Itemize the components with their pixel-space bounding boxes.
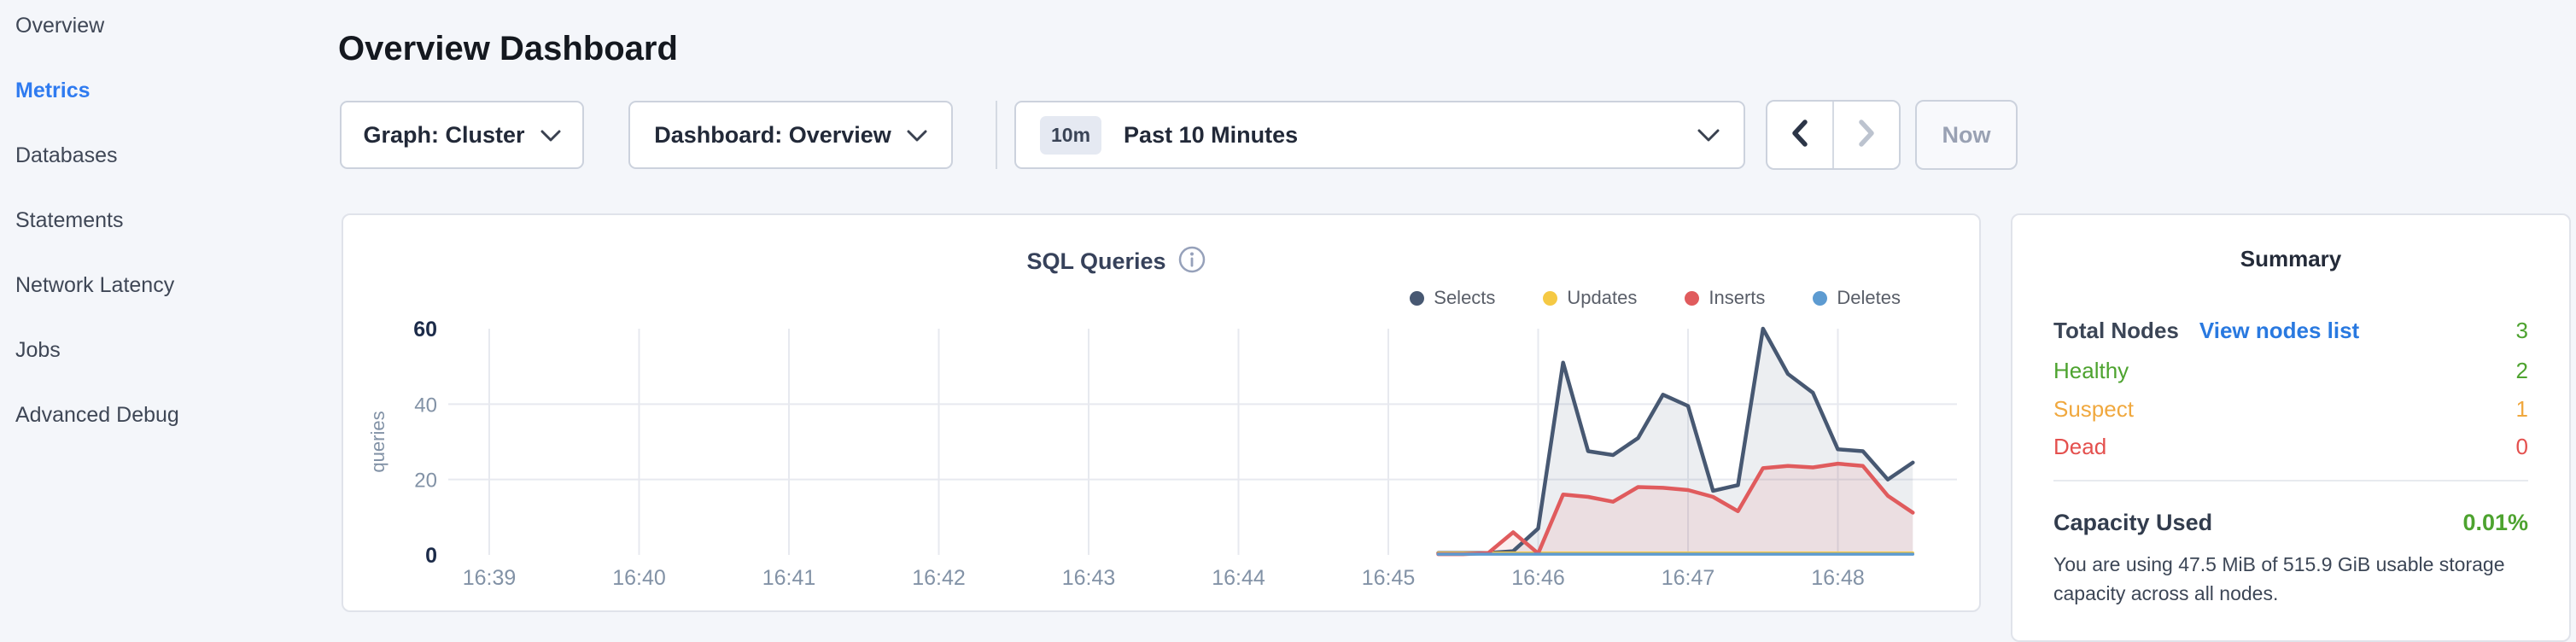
legend-dot-inserts bbox=[1685, 290, 1700, 306]
chevron-right-icon bbox=[1857, 119, 1876, 151]
page-title: Overview Dashboard bbox=[338, 29, 678, 67]
time-window-arrows bbox=[1766, 100, 1901, 170]
svg-text:0: 0 bbox=[425, 544, 437, 568]
capacity-label: Capacity Used bbox=[2053, 510, 2213, 535]
sidebar-item-statements[interactable]: Statements bbox=[15, 208, 124, 232]
sql-queries-chart: 16:39 16:40 16:41 16:42 16:43 16:44 16:45 16:46… bbox=[367, 318, 1957, 590]
sidebar-item-advanced-debug[interactable]: Advanced Debug bbox=[15, 403, 179, 427]
svg-text:40: 40 bbox=[414, 394, 437, 417]
legend-label: Inserts bbox=[1709, 287, 1766, 308]
capacity-description: You are using 47.5 MiB of 515.9 GiB usab… bbox=[2053, 553, 2505, 604]
chevron-down-icon bbox=[540, 122, 561, 149]
legend-item-updates[interactable]: Updates bbox=[1543, 287, 1637, 309]
now-button-label: Now bbox=[1942, 121, 1991, 148]
now-button[interactable]: Now bbox=[1915, 100, 2018, 170]
time-range-badge: 10m bbox=[1040, 115, 1102, 155]
sidebar-item-overview[interactable]: Overview bbox=[15, 14, 105, 38]
capacity-value: 0.01% bbox=[2462, 510, 2528, 535]
summary-row-value: 3 bbox=[2515, 318, 2528, 343]
summary-panel: Summary Total Nodes View nodes list 3 Healt… bbox=[2011, 213, 2571, 642]
info-icon[interactable] bbox=[1178, 246, 1206, 277]
legend-dot-updates bbox=[1543, 290, 1558, 306]
time-range-dropdown[interactable]: 10m Past 10 Minutes bbox=[1014, 101, 1745, 169]
legend-item-deletes[interactable]: Deletes bbox=[1813, 287, 1901, 309]
sidebar-item-databases[interactable]: Databases bbox=[15, 143, 118, 167]
summary-row-label: Suspect bbox=[2053, 396, 2134, 422]
summary-row-total-nodes: Total Nodes View nodes list 3 bbox=[2053, 318, 2528, 344]
svg-text:20: 20 bbox=[414, 470, 437, 493]
time-range-label: Past 10 Minutes bbox=[1124, 121, 1299, 148]
summary-row-dead: Dead 0 bbox=[2053, 434, 2528, 460]
svg-text:16:48: 16:48 bbox=[1811, 566, 1865, 590]
svg-text:16:40: 16:40 bbox=[612, 566, 666, 590]
summary-row-value: 1 bbox=[2515, 396, 2528, 422]
svg-text:60: 60 bbox=[413, 318, 437, 341]
sidebar: Overview Metrics Databases Statements Networ… bbox=[0, 0, 335, 623]
svg-text:16:39: 16:39 bbox=[463, 566, 517, 590]
capacity-row: Capacity Used 0.01% bbox=[2053, 510, 2528, 536]
graph-scope-dropdown-label: Graph: Cluster bbox=[363, 121, 525, 148]
chart-title: SQL Queries bbox=[1026, 248, 1166, 274]
summary-row-healthy: Healthy 2 bbox=[2053, 358, 2528, 384]
summary-row-label: Dead bbox=[2053, 434, 2107, 459]
legend-label: Updates bbox=[1567, 287, 1638, 308]
legend-label: Deletes bbox=[1837, 287, 1901, 308]
legend-label: Selects bbox=[1434, 287, 1496, 308]
time-forward-button[interactable] bbox=[1832, 102, 1899, 168]
chevron-down-icon bbox=[907, 122, 927, 149]
svg-text:16:43: 16:43 bbox=[1062, 566, 1116, 590]
legend-item-inserts[interactable]: Inserts bbox=[1685, 287, 1765, 309]
svg-text:16:45: 16:45 bbox=[1362, 566, 1416, 590]
sidebar-item-jobs[interactable]: Jobs bbox=[15, 338, 61, 362]
time-back-button[interactable] bbox=[1767, 102, 1832, 168]
sql-queries-card: SQL Queries Selects Updates Inserts Deletes… bbox=[342, 213, 1981, 612]
sidebar-item-metrics[interactable]: Metrics bbox=[15, 79, 91, 102]
sidebar-item-network-latency[interactable]: Network Latency bbox=[15, 273, 175, 297]
legend-item-selects[interactable]: Selects bbox=[1410, 287, 1495, 309]
summary-divider bbox=[2053, 480, 2528, 482]
chart-title-row: SQL Queries bbox=[343, 246, 1889, 277]
legend-dot-deletes bbox=[1813, 290, 1828, 306]
summary-row-label: Total Nodes bbox=[2053, 318, 2179, 343]
svg-text:16:44: 16:44 bbox=[1212, 566, 1265, 590]
graph-scope-dropdown[interactable]: Graph: Cluster bbox=[340, 101, 584, 169]
dashboard-dropdown[interactable]: Dashboard: Overview bbox=[628, 101, 953, 169]
svg-text:16:47: 16:47 bbox=[1662, 566, 1715, 590]
summary-row-value: 0 bbox=[2515, 434, 2528, 459]
svg-text:16:41: 16:41 bbox=[762, 566, 816, 590]
chevron-down-icon bbox=[1697, 122, 1720, 149]
svg-text:16:46: 16:46 bbox=[1511, 566, 1565, 590]
summary-row-label: Healthy bbox=[2053, 358, 2129, 383]
toolbar-divider bbox=[996, 101, 997, 169]
summary-title: Summary bbox=[2240, 246, 2342, 271]
summary-row-value: 2 bbox=[2515, 358, 2528, 383]
chart-legend: Selects Updates Inserts Deletes bbox=[1410, 287, 1901, 309]
dashboard-dropdown-label: Dashboard: Overview bbox=[654, 121, 891, 148]
svg-text:16:42: 16:42 bbox=[912, 566, 966, 590]
svg-text:queries: queries bbox=[367, 411, 388, 472]
legend-dot-selects bbox=[1410, 290, 1425, 306]
chevron-left-icon bbox=[1790, 119, 1809, 151]
summary-row-suspect: Suspect 1 bbox=[2053, 396, 2528, 423]
view-nodes-list-link[interactable]: View nodes list bbox=[2199, 318, 2360, 343]
